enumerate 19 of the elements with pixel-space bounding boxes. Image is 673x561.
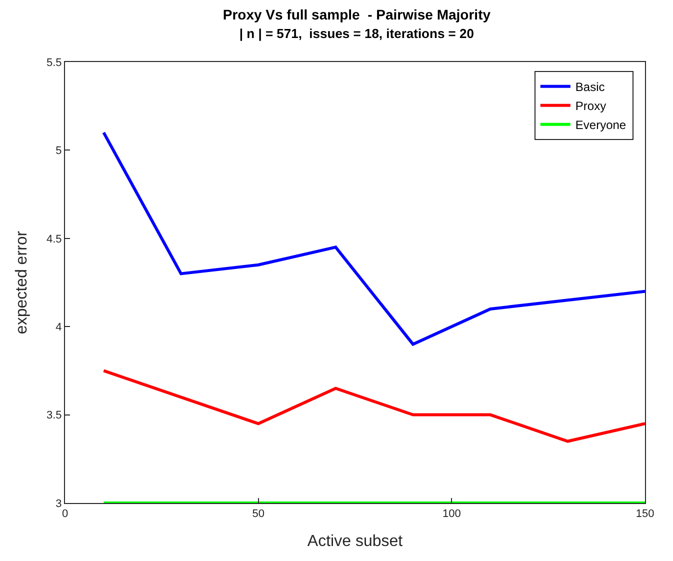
line-series (102, 369, 645, 443)
x-axis-title: Active subset (307, 532, 404, 550)
legend-label: Basic (575, 80, 605, 94)
x-tick-label: 150 (636, 508, 654, 520)
y-tick-label: 5 (56, 145, 62, 158)
x-tick-label: 0 (62, 508, 68, 520)
legend-label: Proxy (575, 99, 606, 113)
chart-subtitle: | n | = 571, issues = 18, iterations = 20 (239, 26, 474, 41)
line-series (102, 131, 645, 346)
y-tick-label: 4 (56, 321, 62, 334)
y-axis-title: expected error (13, 230, 30, 334)
chart-title: Proxy Vs full sample - Pairwise Majority (222, 6, 491, 23)
legend-label: Everyone (575, 118, 626, 132)
y-tick-label: 4.5 (46, 233, 62, 246)
y-tick-label: 5.5 (46, 56, 62, 69)
x-tick-label: 100 (442, 508, 461, 520)
x-tick-label: 50 (252, 508, 264, 520)
y-tick-label: 3 (56, 498, 62, 510)
y-tick-label: 3.5 (46, 410, 62, 422)
